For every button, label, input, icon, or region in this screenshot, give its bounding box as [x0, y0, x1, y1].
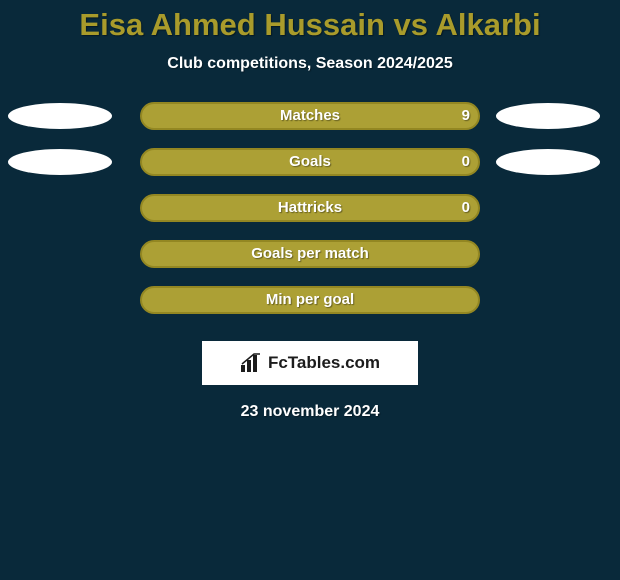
fctables-logo: FcTables.com — [202, 341, 418, 385]
logo-text: FcTables.com — [268, 353, 380, 373]
stat-bar — [140, 148, 480, 176]
right-ellipse — [496, 103, 600, 129]
stat-bar — [140, 286, 480, 314]
bar-chart-icon — [240, 353, 262, 373]
left-ellipse — [8, 149, 112, 175]
stat-bar — [140, 240, 480, 268]
stat-row: Min per goal — [0, 285, 620, 331]
stat-value: 0 — [462, 148, 470, 176]
date-text: 23 november 2024 — [0, 403, 620, 421]
stat-value: 0 — [462, 194, 470, 222]
stat-row: Matches9 — [0, 101, 620, 147]
left-ellipse — [8, 103, 112, 129]
stat-bar — [140, 102, 480, 130]
stat-value: 9 — [462, 102, 470, 130]
subtitle: Club competitions, Season 2024/2025 — [0, 55, 620, 73]
stat-row: Goals0 — [0, 147, 620, 193]
page-title: Eisa Ahmed Hussain vs Alkarbi — [0, 6, 620, 47]
stat-row: Hattricks0 — [0, 193, 620, 239]
stats-chart: Matches9Goals0Hattricks0Goals per matchM… — [0, 101, 620, 331]
stat-bar — [140, 194, 480, 222]
stat-row: Goals per match — [0, 239, 620, 285]
right-ellipse — [496, 149, 600, 175]
